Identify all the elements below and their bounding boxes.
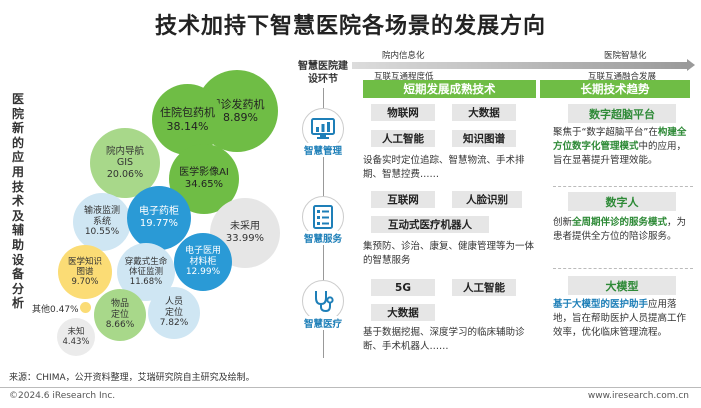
separator (553, 186, 693, 187)
tech-tag: 物联网 (371, 104, 435, 121)
topbar-left-label-1: 院内信息化 (382, 51, 425, 61)
bubble-inpatient-packer: 住院包药机 38.14% (152, 84, 223, 155)
trend-2-title: 数字人 (568, 192, 676, 211)
bubble-knowledge-graph: 医学知识图谱 9.70% (58, 245, 112, 299)
section-3-icon-circle (302, 280, 344, 322)
copyright: ©2024.6 iResearch Inc. (9, 391, 116, 401)
section-3-label: 智慧医疗 (293, 316, 353, 330)
separator (553, 268, 693, 269)
tech-tag: 人脸识别 (452, 191, 522, 208)
bubble-unknown: 未知 4.43% (57, 318, 95, 356)
topbar-right-label-2: 互联互通融合发展 (588, 72, 657, 82)
bubble-other-dot (80, 302, 91, 313)
tech-tag: 互动式医疗机器人 (371, 216, 489, 233)
build-stage-header: 智慧医院建设环节 (298, 61, 348, 85)
bubble-other-label: 其他0.47% (32, 305, 79, 315)
bubble-staff-location: 人员定位 7.82% (148, 287, 200, 339)
bubble-navigation-gis: 院内导航GIS 20.06% (90, 128, 160, 198)
tech-tag: 5G (371, 279, 435, 296)
bubble-medical-material-cabinet: 电子医用材料柜 12.99% (174, 233, 232, 291)
vertical-axis-label: 医院新的应用技术及辅助设备分析 (11, 92, 24, 311)
section-1-label: 智慧管理 (293, 143, 353, 157)
tech-tag: 大数据 (371, 304, 435, 321)
trend-3-title: 大模型 (568, 276, 676, 295)
tech-tag: 大数据 (452, 104, 516, 121)
tech-tag: 人工智能 (371, 130, 435, 147)
topbar-right-label-1: 医院智慧化 (604, 51, 647, 61)
stethoscope-icon (315, 291, 334, 313)
bubble-asset-location: 物品定位 8.66% (94, 289, 146, 341)
tech-tag: 互联网 (371, 191, 435, 208)
section-2-desc: 集预防、诊治、康复、健康管理等为一体的智慧服务 (363, 241, 535, 266)
bubble-electronic-cabinet: 电子药柜 19.77% (127, 186, 191, 250)
bubble-infusion-monitor: 输液监测系统 10.55% (73, 193, 131, 251)
monitor-chart-icon (311, 118, 335, 139)
document-list-icon (313, 205, 333, 229)
trend-1-title: 数字超脑平台 (568, 104, 676, 123)
section-2-label: 智慧服务 (293, 231, 353, 245)
footer-divider (0, 387, 701, 388)
section-3-desc: 基于数据挖掘、深度学习的临床辅助诊断、手术机器人…… (363, 327, 525, 352)
progress-arrow (352, 59, 695, 71)
page-title: 技术加持下智慧医院各场景的发展方向 (154, 14, 546, 39)
band-short-term: 短期发展成熟技术 (363, 80, 536, 98)
tech-tag: 知识图谱 (452, 130, 516, 147)
trend-3-desc: 基于大模型的医护助手应用落地，旨在帮助医护人员提高工作效率，优化临床管理流程。 (553, 299, 687, 338)
section-1-desc: 设备实时定位追踪、智慧物流、手术排期、智慧控费…… (363, 155, 525, 180)
trend-2-desc: 创新全周期伴诊的服务模式，为患者提供全方位的陪诊服务。 (553, 217, 687, 242)
website-link[interactable]: www.iresearch.com.cn (587, 391, 689, 401)
topbar-left-label-2-below: 互联互通程度低 (374, 72, 434, 82)
trend-1-desc: 聚焦于“数字超脑平台”在构建全方位数字化管理模式中的应用，旨在显著提升管理效能。 (553, 127, 687, 166)
tech-tag: 人工智能 (452, 279, 516, 296)
band-long-term: 长期技术趋势 (540, 80, 690, 98)
source-note: 来源：CHIMA，公开资料整理，艾瑞研究院自主研究及绘制。 (9, 373, 255, 383)
